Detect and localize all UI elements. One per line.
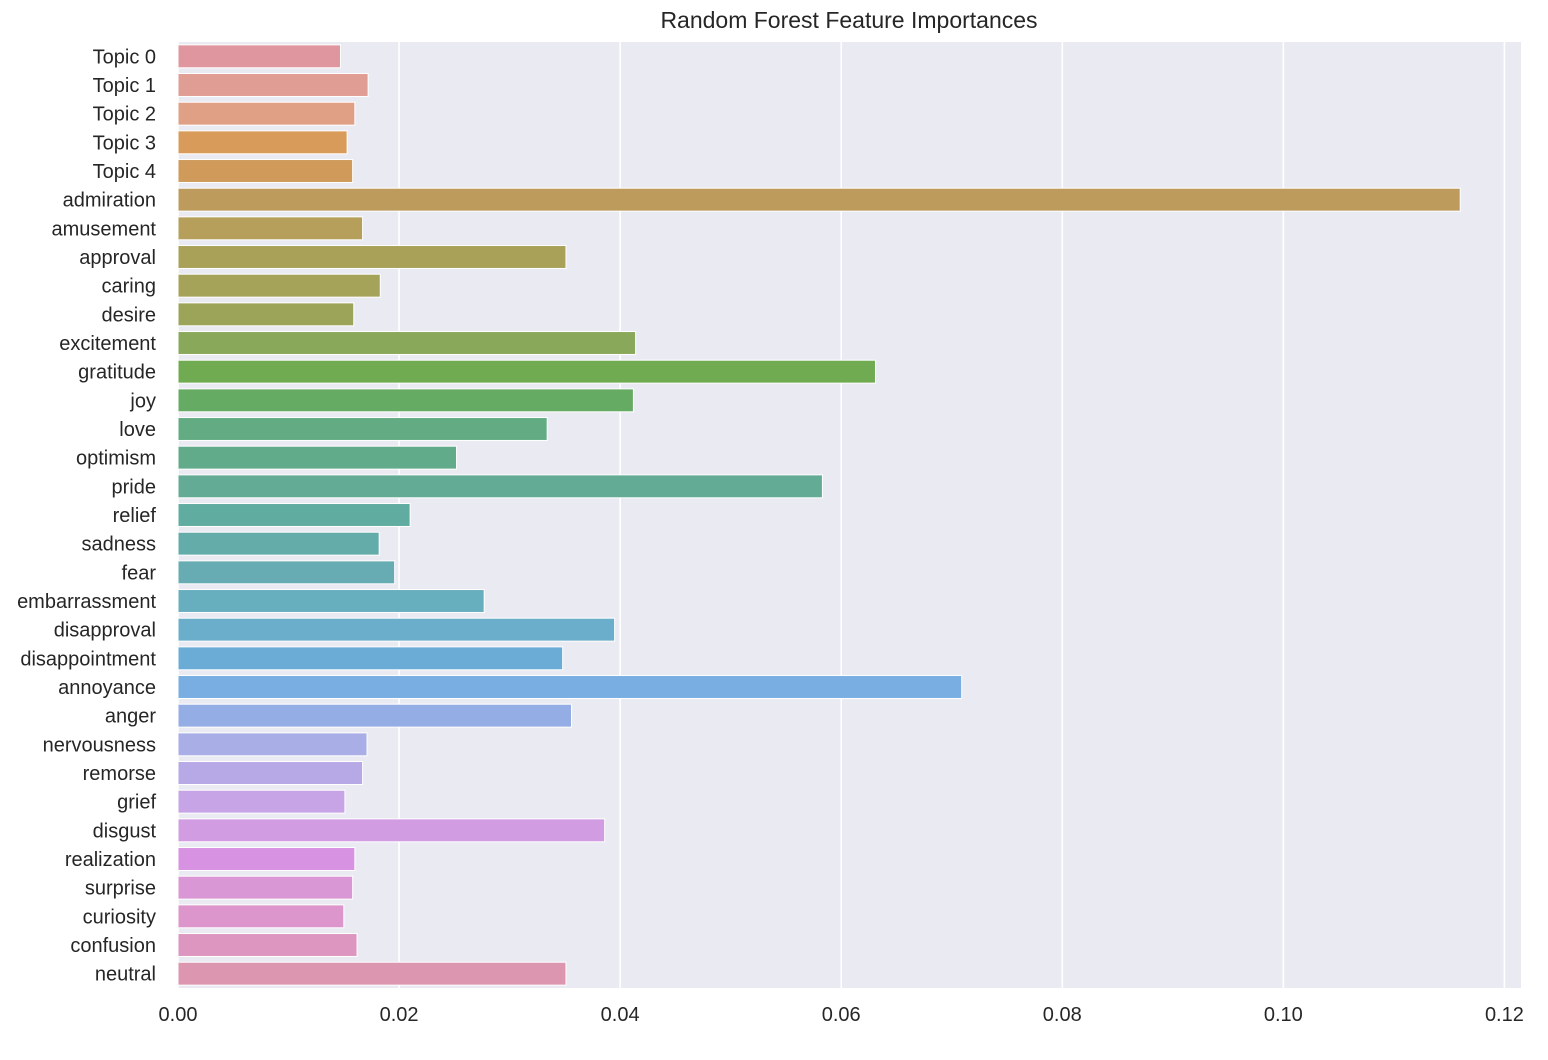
category-label: pride <box>112 476 156 498</box>
x-tick-label: 0.00 <box>159 1004 198 1026</box>
category-label: amusement <box>52 218 157 240</box>
category-label: admiration <box>63 190 156 212</box>
x-tick-label: 0.08 <box>1043 1004 1082 1026</box>
bar-embarrassment <box>177 589 485 613</box>
bar-relief <box>177 503 411 527</box>
category-label: Topic 3 <box>93 132 156 154</box>
x-tick-label: 0.10 <box>1264 1004 1303 1026</box>
bar-annoyance <box>177 675 963 699</box>
bar-disapproval <box>177 617 616 642</box>
bar-topic-2 <box>177 101 356 126</box>
bar-gratitude <box>177 359 876 384</box>
bar-disgust <box>177 818 606 843</box>
category-label: curiosity <box>83 906 156 928</box>
bar-love <box>177 417 548 441</box>
bar-anger <box>177 703 573 728</box>
category-label: Topic 0 <box>93 46 156 68</box>
bar-realization <box>177 847 356 871</box>
bar-grief <box>177 789 346 814</box>
chart-title: Random Forest Feature Importances <box>660 7 1037 33</box>
category-labels: Topic 0 Topic 1 Topic 2 Topic 3 Topic 4 admir… <box>17 46 156 985</box>
category-label: Topic 1 <box>93 75 156 97</box>
category-label: remorse <box>83 763 156 785</box>
category-label: embarrassment <box>17 591 156 613</box>
category-label: desire <box>102 304 156 326</box>
x-tick-label: 0.06 <box>822 1004 861 1026</box>
bar-curiosity <box>177 904 345 929</box>
bar-remorse <box>177 761 364 785</box>
bar-joy <box>177 388 634 413</box>
category-label: surprise <box>85 878 156 900</box>
category-label: neutral <box>95 964 156 986</box>
category-label: anger <box>105 706 156 728</box>
x-tick-label: 0.02 <box>380 1004 419 1026</box>
bar-disappointment <box>177 646 564 671</box>
category-label: annoyance <box>58 677 156 699</box>
category-label: fear <box>122 562 157 584</box>
bar-caring <box>177 273 381 298</box>
bar-neutral <box>177 961 567 986</box>
category-label: grief <box>117 792 156 814</box>
category-label: Topic 4 <box>93 161 156 183</box>
category-label: excitement <box>59 333 156 355</box>
category-label: caring <box>102 276 156 298</box>
category-label: realization <box>65 849 156 871</box>
category-label: love <box>119 419 156 441</box>
bar-nervousness <box>177 732 368 757</box>
bar-topic-3 <box>177 130 348 155</box>
category-label: Topic 2 <box>93 104 156 126</box>
category-label: confusion <box>70 935 156 957</box>
bar-topic-0 <box>177 44 341 69</box>
category-label: nervousness <box>43 734 156 756</box>
bar-amusement <box>177 216 364 241</box>
bar-desire <box>177 302 355 327</box>
category-label: disapproval <box>54 620 156 642</box>
x-tick-label: 0.04 <box>601 1004 640 1026</box>
bar-approval <box>177 245 567 269</box>
bar-surprise <box>177 875 354 900</box>
category-label: gratitude <box>78 362 156 384</box>
bar-topic-4 <box>177 159 354 183</box>
bar-sadness <box>177 531 380 556</box>
x-tick-labels: 0.00 0.02 0.04 0.06 0.08 0.10 0.12 <box>159 1004 1524 1026</box>
bar-fear <box>177 560 396 585</box>
x-tick-label: 0.12 <box>1485 1004 1524 1026</box>
bar-optimism <box>177 445 458 470</box>
category-label: disgust <box>93 820 157 842</box>
bar-confusion <box>177 933 358 957</box>
bar-excitement <box>177 331 637 355</box>
category-label: optimism <box>76 448 156 470</box>
category-label: joy <box>129 390 156 412</box>
bar-admiration <box>177 187 1461 212</box>
category-label: sadness <box>82 534 157 556</box>
bar-pride <box>177 474 823 499</box>
bar-topic-1 <box>177 73 369 97</box>
bars <box>177 44 1461 986</box>
category-label: relief <box>113 505 157 527</box>
category-label: disappointment <box>20 648 156 670</box>
category-label: approval <box>79 247 156 269</box>
